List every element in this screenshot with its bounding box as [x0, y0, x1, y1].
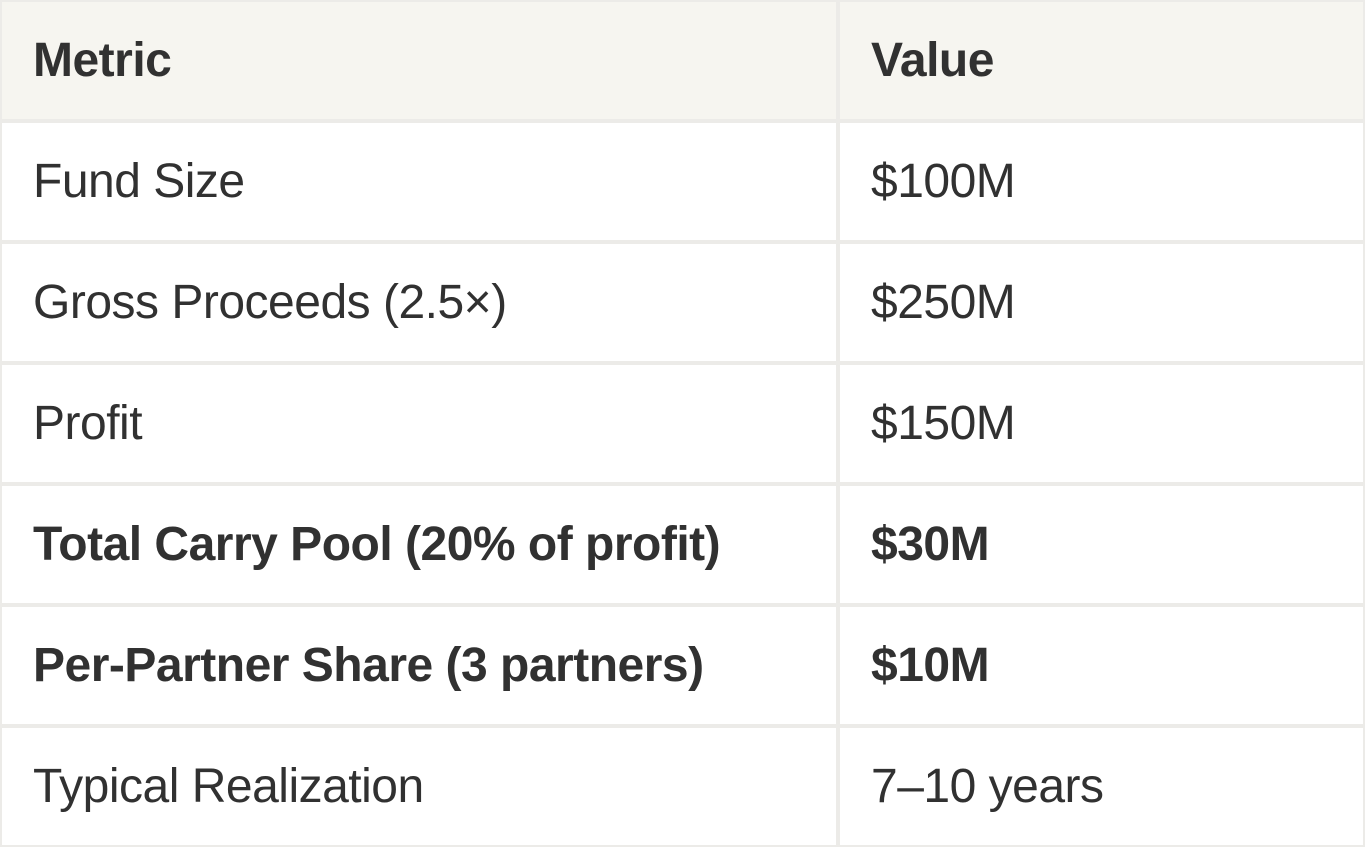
value-cell: $10M: [838, 605, 1365, 726]
metric-cell: Gross Proceeds (2.5×): [0, 242, 838, 363]
table-header-row: Metric Value: [0, 0, 1365, 121]
value-cell: $100M: [838, 121, 1365, 242]
table-row: Total Carry Pool (20% of profit) $30M: [0, 484, 1365, 605]
table-row: Fund Size $100M: [0, 121, 1365, 242]
value-cell: $150M: [838, 363, 1365, 484]
table-row: Typical Realization 7–10 years: [0, 726, 1365, 847]
table-row: Profit $150M: [0, 363, 1365, 484]
value-cell: $30M: [838, 484, 1365, 605]
metric-cell: Per-Partner Share (3 partners): [0, 605, 838, 726]
column-header-value: Value: [838, 0, 1365, 121]
metric-cell: Fund Size: [0, 121, 838, 242]
value-cell: $250M: [838, 242, 1365, 363]
metric-cell: Profit: [0, 363, 838, 484]
column-header-metric: Metric: [0, 0, 838, 121]
table-row: Gross Proceeds (2.5×) $250M: [0, 242, 1365, 363]
value-cell: 7–10 years: [838, 726, 1365, 847]
metric-cell: Total Carry Pool (20% of profit): [0, 484, 838, 605]
table-row: Per-Partner Share (3 partners) $10M: [0, 605, 1365, 726]
metric-cell: Typical Realization: [0, 726, 838, 847]
